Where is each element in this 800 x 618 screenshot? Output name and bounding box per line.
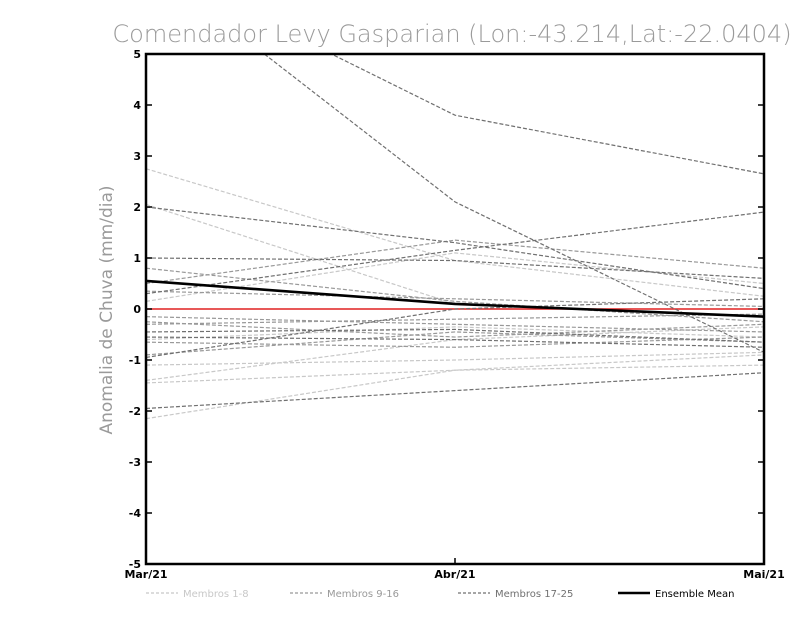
member-line-6 [146,326,764,381]
x-tick-label: Abr/21 [434,568,475,581]
member-line-24 [146,298,764,359]
member-line-4 [146,326,764,341]
member-line-22 [146,328,764,343]
member-line-16 [146,331,764,356]
y-tick-label: -3 [129,456,141,469]
member-line-25 [146,372,764,410]
member-line-20 [146,206,764,290]
member-line-7 [146,354,764,384]
y-tick-label: 2 [133,201,141,214]
x-tick-label: Mai/21 [743,568,784,581]
legend-label: Membros 9-16 [327,589,399,600]
y-tick-label: 3 [133,150,141,163]
member-line-8 [146,364,764,420]
member-line-13 [146,321,764,338]
member-line-12 [146,316,764,333]
y-tick-label: 1 [133,252,141,265]
legend: Membros 1-8 Membros 9-16 Membros 17-25 Ense… [146,589,734,600]
y-tick-label: 4 [133,99,141,112]
legend-label: Ensemble Mean [655,589,734,600]
x-axis-ticks: Mar/21 Abr/21 Mai/21 [124,558,785,581]
chart-title: Comendador Levy Gasparian (Lon:-43.214,L… [112,20,791,48]
y-tick-label: -4 [129,507,142,520]
y-tick-label: -2 [129,405,141,418]
member-line-5 [146,351,764,366]
y-axis-ticks: 5 4 3 2 1 0 -1 -2 -3 -4 -5 [129,48,764,571]
member-line-15 [146,336,764,348]
x-tick-label: Mar/21 [124,568,167,581]
legend-label: Membros 1-8 [183,589,249,600]
y-tick-label: -1 [129,354,141,367]
member-line-9 [146,239,764,285]
y-tick-label: 0 [133,303,141,316]
legend-label: Membros 17-25 [495,589,573,600]
member-line-14 [146,313,764,325]
series-layer [146,54,764,420]
member-line-23 [146,336,764,348]
y-tick-label: 5 [133,48,141,61]
member-line-11 [146,290,764,308]
member-line-21 [146,211,764,295]
ensemble-mean-line [146,279,764,318]
mean-layer [146,279,764,318]
member-line-1 [146,168,764,297]
member-line-18 [330,54,764,175]
member-line-19 [146,257,764,279]
y-tick-label: -5 [129,558,141,571]
y-axis-label: Anomalia de Chuva (mm/dia) [97,185,117,434]
